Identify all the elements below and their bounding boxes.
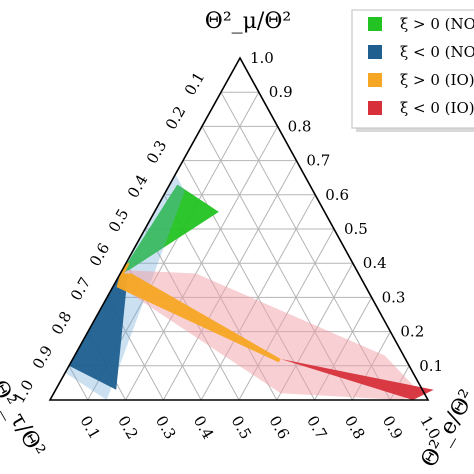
region-0: [118, 184, 219, 277]
region-6: [120, 263, 130, 274]
region-4: [116, 273, 281, 363]
tick-label-mu: 0.2: [400, 323, 424, 341]
data-regions: [65, 174, 434, 400]
axis-title-top: Θ²_μ/Θ²: [205, 9, 291, 34]
tick-label-mu: 0.6: [325, 186, 349, 204]
grid-line-tau: [68, 365, 89, 401]
legend-label: ξ > 0 (IO): [400, 71, 474, 89]
legend-swatch: [368, 17, 382, 31]
legend-label: ξ < 0 (IO): [400, 99, 474, 117]
grid-line-e: [162, 160, 297, 401]
tick-label-tau: 0.5: [105, 206, 133, 236]
tick-label-tau: 0.7: [67, 274, 95, 304]
tick-label-mu: 0.9: [269, 83, 293, 101]
region-5: [280, 359, 434, 400]
tick-label-e: 0.1: [76, 413, 104, 443]
legend-swatch: [368, 73, 382, 87]
tick-label-mu: 0.3: [382, 288, 406, 306]
tick-label-e: 0.4: [190, 413, 218, 443]
legend-label: ξ > 0 (NO): [400, 15, 474, 33]
tick-label-e: 0.5: [228, 413, 256, 443]
tick-label-mu: 0.7: [306, 152, 330, 170]
tick-label-mu: 0.8: [288, 117, 312, 135]
tick-label-e: 0.8: [341, 413, 369, 443]
legend-swatch: [368, 101, 382, 115]
legend-swatch: [368, 45, 382, 59]
tick-label-e: 0.3: [152, 413, 180, 443]
tick-label-mu: 0.4: [363, 254, 387, 272]
tick-label-tau: 0.8: [48, 308, 76, 338]
tick-label-mu: 0.1: [419, 357, 443, 375]
tick-label-mu: 0.5: [344, 220, 368, 238]
tick-label-tau: 0.4: [124, 171, 152, 201]
legend-label: ξ < 0 (NO): [400, 43, 474, 61]
tick-label-tau: 0.3: [143, 137, 171, 167]
triangle-outline: [48, 56, 430, 401]
tick-label-tau: 0.9: [29, 342, 57, 372]
tick-label-tau: 0.2: [162, 103, 190, 133]
tick-label-tau: 0.6: [86, 240, 114, 270]
tick-label-mu: 1.0: [250, 49, 274, 67]
tick-label-e: 0.2: [114, 413, 142, 443]
region-2: [69, 273, 128, 390]
tick-label-e: 0.6: [265, 413, 293, 443]
tick-label-e: 0.9: [379, 413, 407, 443]
region-3: [120, 270, 421, 400]
legend: ξ > 0 (NO) ξ < 0 (NO) ξ > 0 (IO) ξ < 0 (IO): [351, 9, 474, 132]
tick-label-tau: 0.1: [181, 69, 209, 99]
triangle-frame: [48, 56, 430, 401]
tick-label-e: 0.7: [303, 413, 331, 443]
